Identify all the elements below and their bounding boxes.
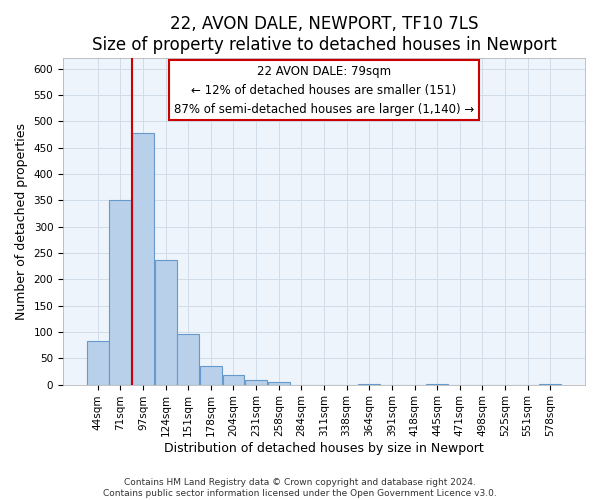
Bar — [87, 341, 109, 384]
Bar — [245, 380, 267, 384]
Bar — [268, 382, 290, 384]
Bar — [200, 366, 222, 384]
Title: 22, AVON DALE, NEWPORT, TF10 7LS
Size of property relative to detached houses in: 22, AVON DALE, NEWPORT, TF10 7LS Size of… — [92, 15, 556, 54]
Bar — [109, 200, 131, 384]
Bar — [155, 260, 176, 384]
X-axis label: Distribution of detached houses by size in Newport: Distribution of detached houses by size … — [164, 442, 484, 455]
Bar — [223, 375, 244, 384]
Bar — [132, 133, 154, 384]
Bar — [177, 334, 199, 384]
Y-axis label: Number of detached properties: Number of detached properties — [15, 123, 28, 320]
Text: Contains HM Land Registry data © Crown copyright and database right 2024.
Contai: Contains HM Land Registry data © Crown c… — [103, 478, 497, 498]
Text: 22 AVON DALE: 79sqm
← 12% of detached houses are smaller (151)
87% of semi-detac: 22 AVON DALE: 79sqm ← 12% of detached ho… — [174, 64, 474, 116]
